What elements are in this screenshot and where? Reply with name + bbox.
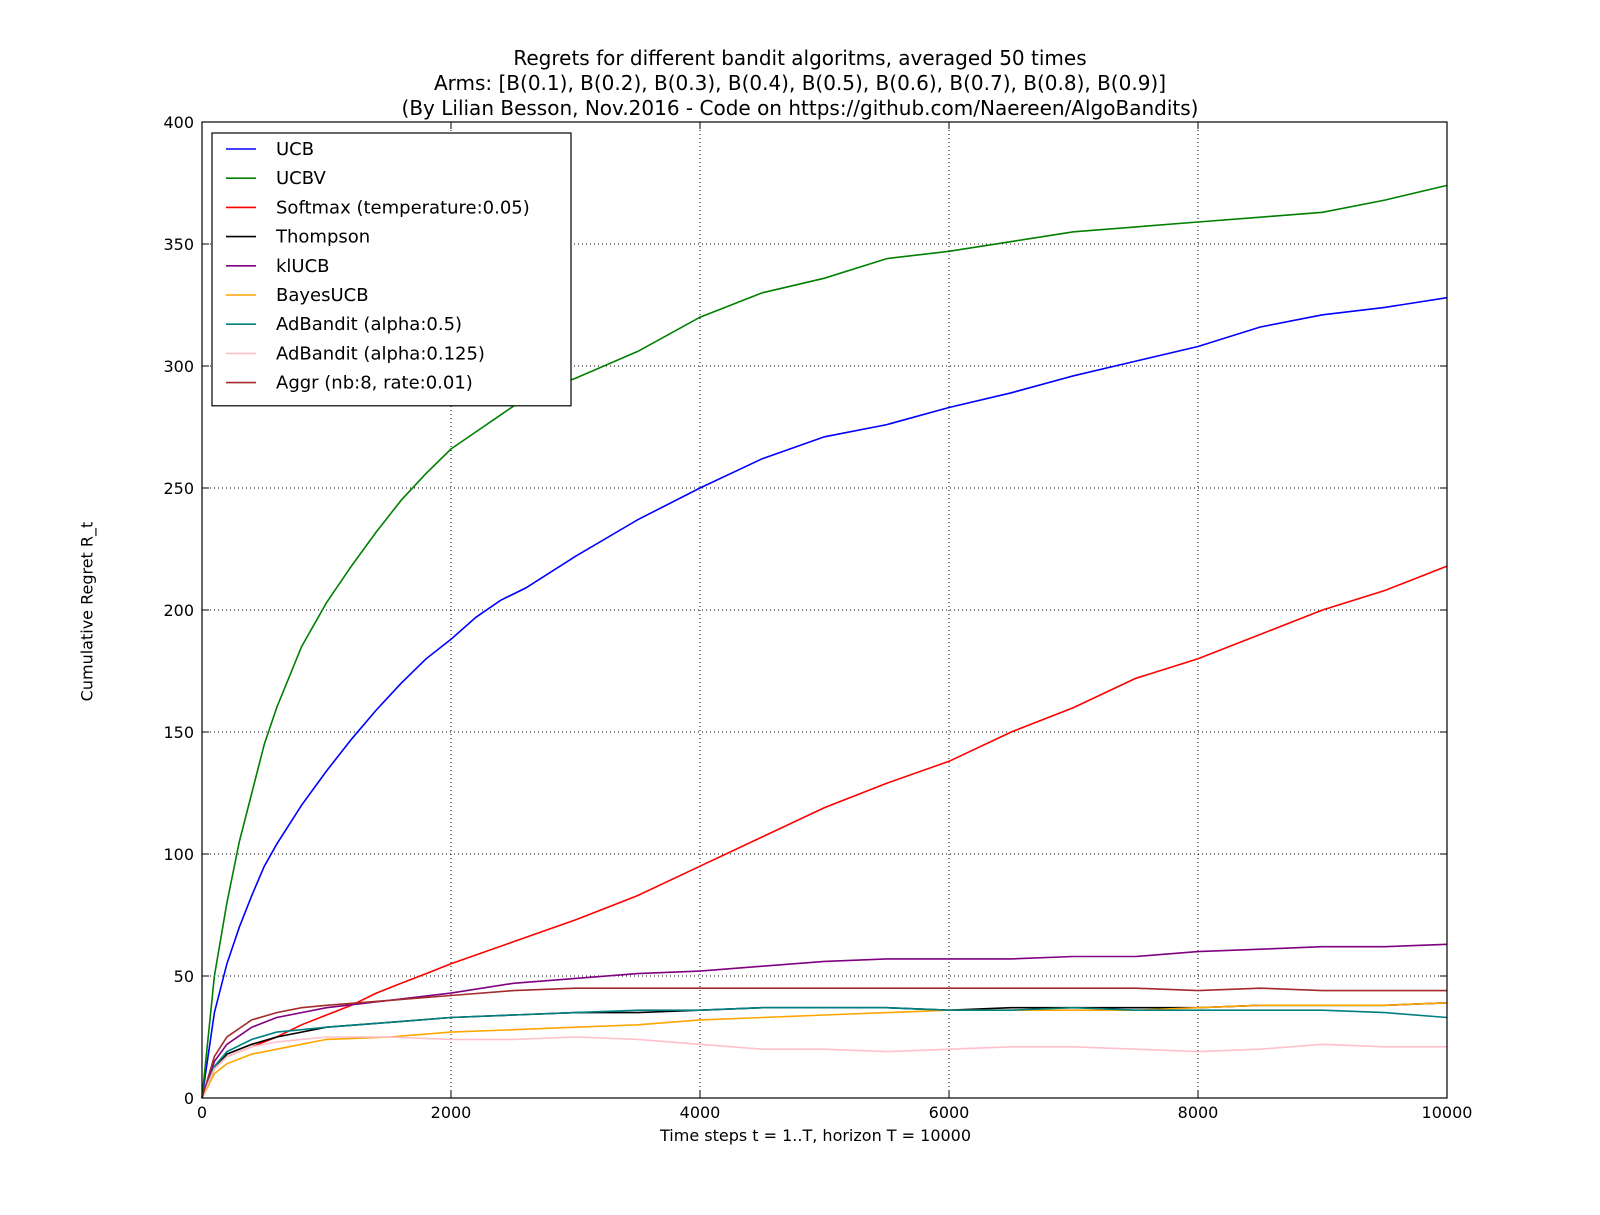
- y-tick-label: 200: [163, 601, 194, 620]
- legend-label-1: UCBV: [276, 168, 327, 189]
- x-tick-label: 6000: [929, 1103, 970, 1122]
- series-line-2: [201, 565, 1448, 1099]
- y-tick-label: 250: [163, 479, 194, 498]
- legend-label-8: Aggr (nb:8, rate:0.01): [276, 373, 473, 394]
- x-tick-label: 0: [197, 1103, 207, 1122]
- x-tick-label: 8000: [1178, 1103, 1219, 1122]
- x-axis-label: Time steps t = 1..T, horizon T = 10000: [660, 1126, 972, 1145]
- series-line-6: [201, 1006, 1448, 1099]
- y-tick-label: 50: [174, 967, 194, 986]
- y-axis-label: Cumulative Regret R_t: [77, 521, 97, 702]
- chart-title: Regrets for different bandit algoritms, …: [513, 46, 1087, 70]
- series-line-4: [201, 943, 1448, 1099]
- series-line-7: [201, 1036, 1447, 1099]
- y-tick-label: 400: [163, 113, 194, 132]
- series-line-8: [201, 987, 1447, 1099]
- chart-subtitle-credit: (By Lilian Besson, Nov.2016 - Code on ht…: [401, 96, 1199, 120]
- legend-box: [211, 132, 572, 407]
- legend-label-7: AdBandit (alpha:0.125): [276, 343, 485, 364]
- chart-subtitle-arms: Arms: [B(0.1), B(0.2), B(0.3), B(0.4), B…: [433, 71, 1167, 95]
- legend-label-2: Softmax (temperature:0.05): [276, 197, 530, 218]
- y-tick-label: 300: [163, 357, 194, 376]
- legend-label-4: klUCB: [276, 256, 330, 277]
- series-line-0: [201, 296, 1448, 1099]
- x-tick-label: 4000: [680, 1103, 721, 1122]
- y-tick-label: 0: [184, 1089, 194, 1108]
- y-tick-label: 100: [163, 845, 194, 864]
- x-tick-label: 2000: [431, 1103, 472, 1122]
- x-tick-label: 10000: [1422, 1103, 1473, 1122]
- y-tick-label: 350: [163, 235, 194, 254]
- series-line-3: [201, 1002, 1448, 1099]
- legend-label-0: UCB: [276, 139, 314, 160]
- series-line-5: [201, 1002, 1448, 1099]
- legend-label-5: BayesUCB: [276, 285, 369, 306]
- legend-label-6: AdBandit (alpha:0.5): [276, 314, 462, 335]
- y-tick-label: 150: [163, 723, 194, 742]
- legend-label-3: Thompson: [275, 227, 370, 248]
